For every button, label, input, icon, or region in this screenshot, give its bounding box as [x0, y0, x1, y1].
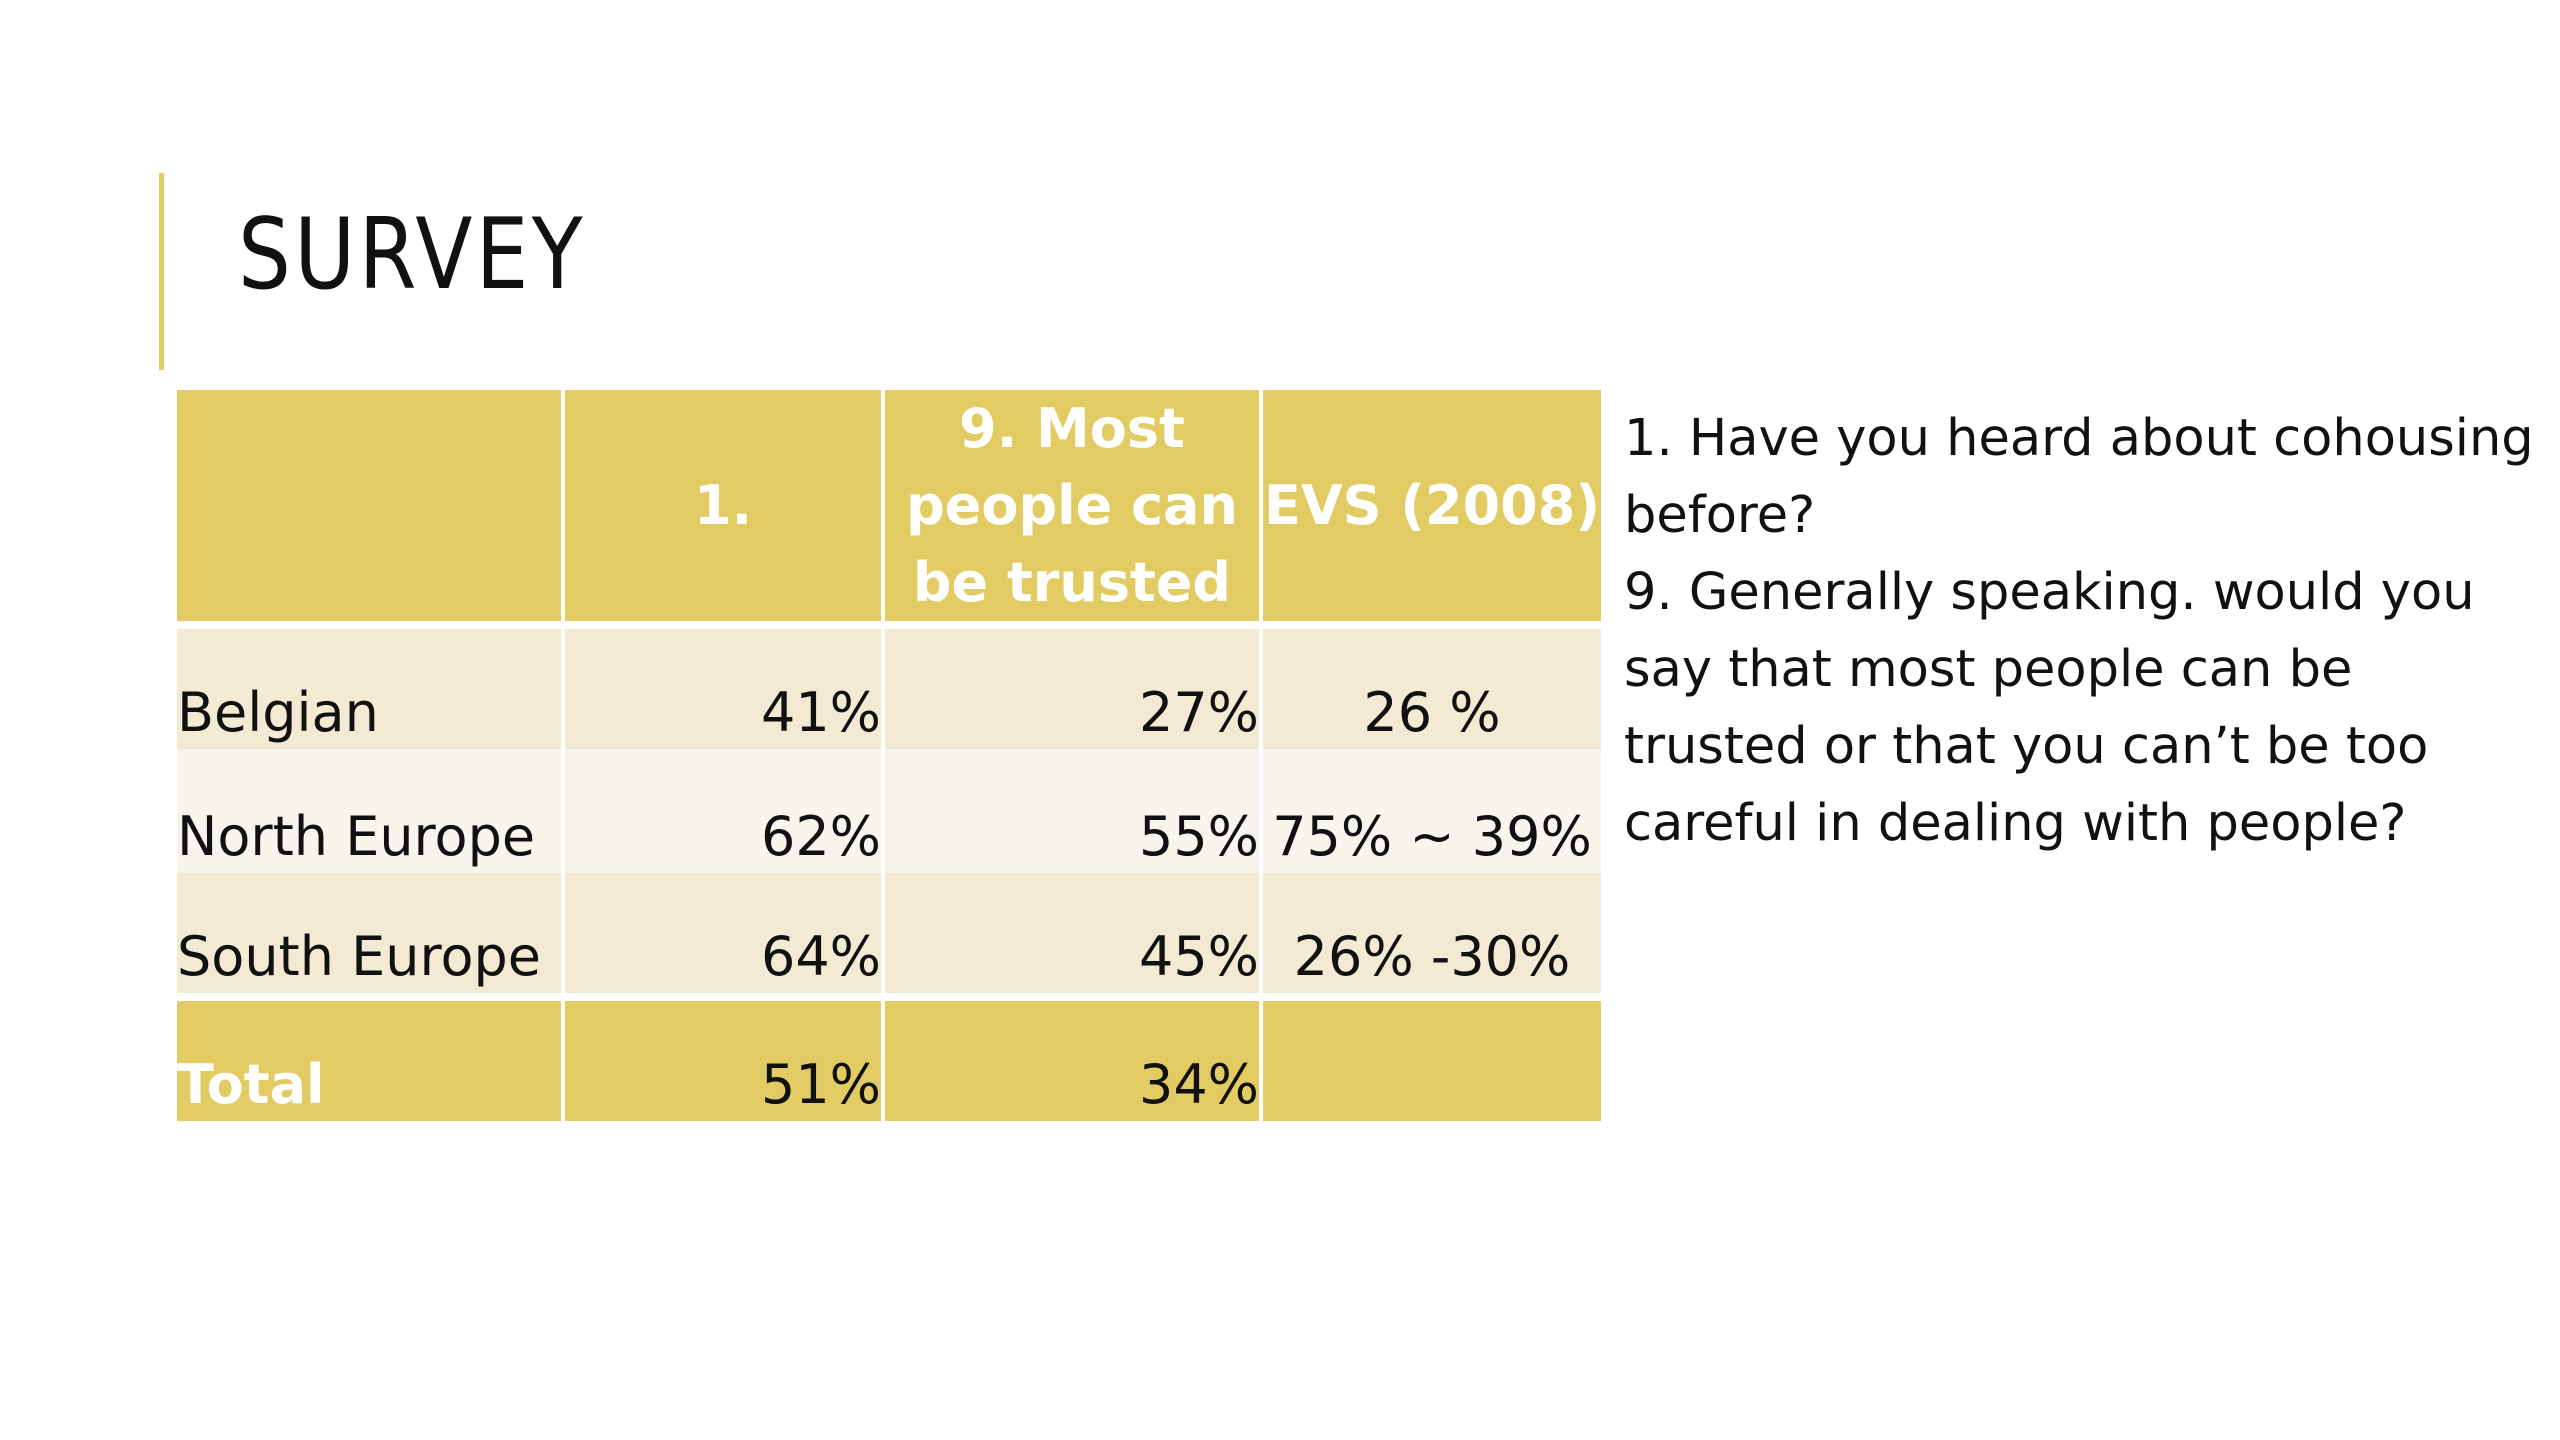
cell-question-9: 55% — [881, 749, 1263, 873]
note-question-9: 9. Generally speaking. would you say tha… — [1624, 563, 2475, 853]
header-cell-empty — [177, 390, 565, 629]
header-cell-evs-2008: EVS (2008) — [1259, 390, 1601, 629]
note-question-1: 1. Have you heard about cohousing before… — [1624, 409, 2534, 545]
row-label: Total — [177, 993, 565, 1121]
row-label: Belgian — [177, 625, 565, 749]
table-header-row: 1. 9. Most people can be trusted EVS (20… — [177, 390, 1601, 629]
cell-evs-2008: 75% ~ 39% — [1259, 749, 1601, 873]
cell-evs-2008: 26 % — [1259, 625, 1601, 749]
cell-evs-2008: 26% -30% — [1259, 873, 1601, 997]
header-cell-question-9: 9. Most people can be trusted — [881, 390, 1263, 629]
row-label: South Europe — [177, 873, 565, 997]
table-row: Belgian 41% 27% 26 % — [177, 625, 1601, 749]
cell-evs-2008 — [1259, 993, 1601, 1121]
cell-question-1: 64% — [561, 873, 885, 997]
cell-question-1: 62% — [561, 749, 885, 873]
cell-question-1: 41% — [561, 625, 885, 749]
row-label: North Europe — [177, 749, 565, 873]
header-cell-question-1: 1. — [561, 390, 885, 629]
cell-question-9: 45% — [881, 873, 1263, 997]
table-row-total: Total 51% 34% — [177, 993, 1601, 1121]
table-row: North Europe 62% 55% 75% ~ 39% — [177, 749, 1601, 873]
title-accent-bar — [159, 173, 164, 370]
slide-title: SURVEY — [238, 198, 587, 312]
cell-question-1: 51% — [561, 993, 885, 1121]
table-row: South Europe 64% 45% 26% -30% — [177, 873, 1601, 997]
survey-table: 1. 9. Most people can be trusted EVS (20… — [177, 390, 1601, 1121]
cell-question-9: 27% — [881, 625, 1263, 749]
cell-question-9: 34% — [881, 993, 1263, 1121]
question-notes: 1. Have you heard about cohousing before… — [1624, 400, 2544, 862]
